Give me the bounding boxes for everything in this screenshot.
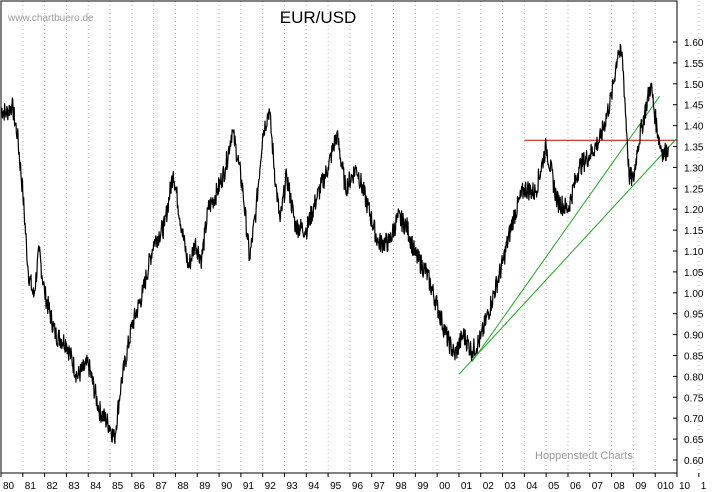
price-line [0,43,669,445]
x-axis: 80 81 82 83 84 85 86 87 88 89 90 91 92 93 94 95 96 97 98 99… [0,473,707,492]
x-tick-label: 94 [308,481,320,492]
x-tick-label: 09 [635,481,647,492]
x-tick-label: 90 [221,481,233,492]
x-tick-label: 96 [352,481,364,492]
plot-frame [0,0,678,474]
x-tick-label: 99 [417,481,429,492]
y-tick-label: 1.15 [684,226,704,237]
y-tick-label: 0.65 [684,435,704,446]
x-tick-label: 82 [47,481,59,492]
x-tick-label: 95 [330,481,342,492]
x-tick-label: 93 [286,481,298,492]
y-tick-label: 0.70 [684,414,704,425]
y-tick-label: 1.40 [684,122,704,133]
x-tick-label: 98 [396,481,408,492]
x-tick-label: 80 [3,481,15,492]
y-tick-label: 0.60 [684,456,704,467]
y-tick-label: 0.95 [684,310,704,321]
x-tick-label: 07 [592,481,604,492]
x-tick-label: 1 [701,481,707,492]
x-tick-label: 92 [265,481,277,492]
y-tick-label: 1.25 [684,184,704,195]
x-tick-label: 04 [526,481,538,492]
x-tick-label: 02 [483,481,495,492]
x-tick-label: 86 [134,481,146,492]
x-tick-label: 10 [679,481,691,492]
x-tick-label: 87 [156,481,168,492]
x-tick-label: 89 [199,481,211,492]
y-tick-label: 1.00 [684,289,704,300]
x-tick-label: 010 [657,481,674,492]
x-tick-label: 85 [112,481,124,492]
x-tick-label: 83 [68,481,80,492]
chart-title: EUR/USD [280,8,357,27]
x-tick-label: 84 [90,481,102,492]
y-tick-label: 1.35 [684,143,704,154]
y-tick-label: 1.20 [684,205,704,216]
x-tick-label: 06 [570,481,582,492]
x-tick-label: 00 [439,481,451,492]
y-tick-label: 1.50 [684,80,704,91]
overlay-lines [458,96,678,375]
y-tick-label: 1.10 [684,247,704,258]
y-tick-label: 0.75 [684,393,704,404]
trend-line [458,137,678,375]
trend-line [471,96,660,363]
x-tick-label: 03 [505,481,517,492]
watermark-text: www.chartbuero.de [7,13,94,24]
y-tick-label: 1.45 [684,101,704,112]
x-tick-label: 81 [25,481,37,492]
y-tick-label: 1.55 [684,59,704,70]
y-tick-label: 0.90 [684,331,704,342]
series-group [0,43,669,445]
y-axis: 0.60 0.65 0.70 0.75 0.80 0.85 0.90 0.95 1.00 1.05… [673,38,704,467]
y-tick-label: 0.85 [684,352,704,363]
y-tick-label: 1.60 [684,38,704,49]
x-tick-label: 88 [177,481,189,492]
x-tick-label: 97 [374,481,386,492]
x-tick-label: 08 [614,481,626,492]
credit-text: Hoppenstedt Charts [535,450,633,462]
y-tick-label: 0.80 [684,372,704,383]
x-tick-label: 01 [461,481,473,492]
y-tick-label: 1.05 [684,268,704,279]
y-tick-label: 1.30 [684,163,704,174]
x-tick-label: 05 [548,481,560,492]
x-tick-label: 91 [243,481,255,492]
